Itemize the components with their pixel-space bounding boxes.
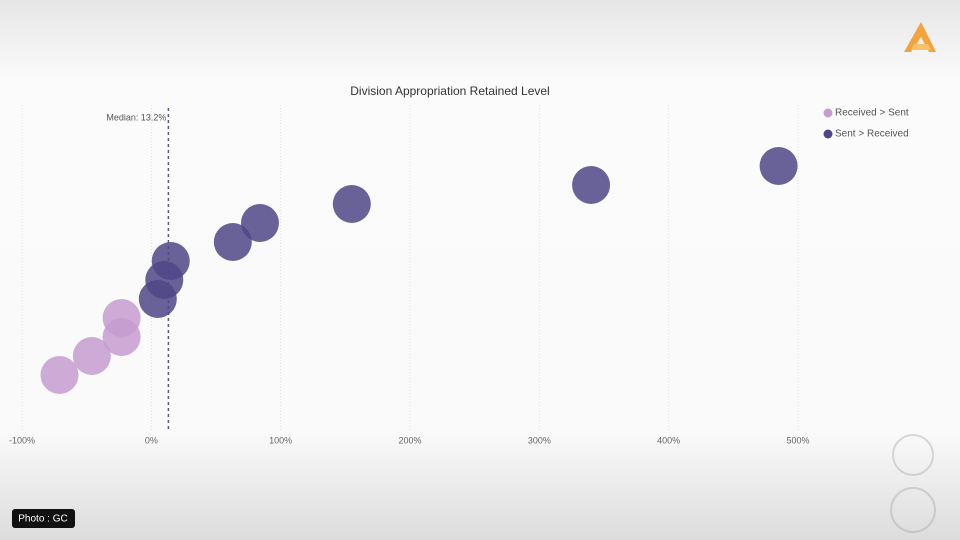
x-tick-label: 0% <box>145 435 158 445</box>
scatter-point <box>213 223 252 261</box>
corner-emblems <box>890 434 936 533</box>
scatter-point <box>332 185 371 223</box>
chart-title: Division Appropriation Retained Level <box>350 84 549 98</box>
credit-box <box>12 509 75 528</box>
scatter-point <box>572 166 611 204</box>
x-tick-label: 100% <box>269 435 292 445</box>
logo <box>904 22 936 52</box>
x-tick-label: -100% <box>9 435 35 445</box>
legend-label: Sent > Received <box>835 129 909 140</box>
scatter-point <box>72 337 111 375</box>
legend-swatch <box>823 108 833 118</box>
legend-label: Received > Sent <box>835 108 909 119</box>
x-tick-label: 200% <box>398 435 421 445</box>
x-tick-label: 400% <box>657 435 680 445</box>
scatter-point <box>102 299 141 337</box>
scatter-point <box>240 204 279 242</box>
median-label: Median: 13.2% <box>106 112 166 122</box>
legend-swatch <box>823 129 833 139</box>
scatter-point <box>151 242 190 280</box>
x-tick-label: 300% <box>528 435 551 445</box>
scatter-point <box>759 147 798 185</box>
plot-area: -100% 0% 100% 200% 300% 400% 500% Median: 13.2%… <box>9 105 909 445</box>
scatter-point <box>40 356 79 394</box>
x-tick-label: 500% <box>786 435 809 445</box>
photo-credit: Photo : GC <box>18 514 67 525</box>
